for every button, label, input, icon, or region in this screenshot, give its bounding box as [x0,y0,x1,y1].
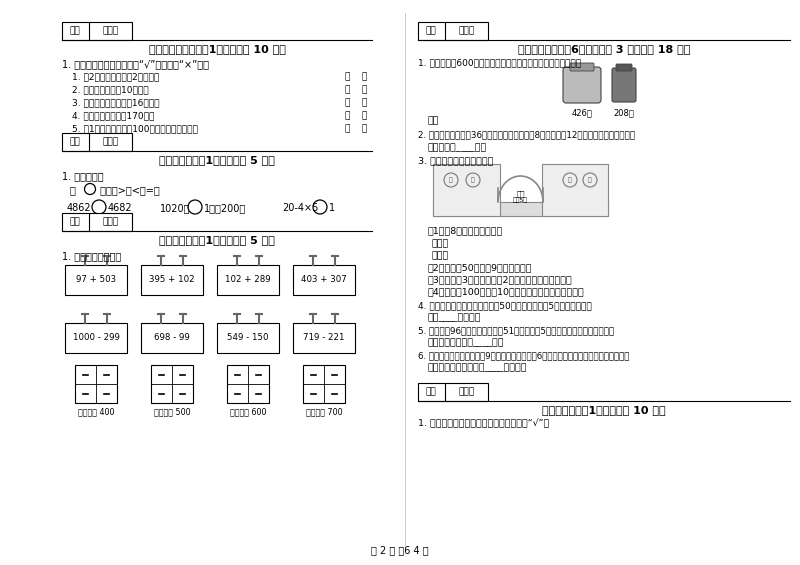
FancyBboxPatch shape [570,63,594,71]
FancyBboxPatch shape [433,202,608,216]
Text: （    ）: （ ） [345,124,367,133]
Text: 2. 一辆公共汽车里有36位乘客，到福州路下去8位，又上剨12位，这时车上有多少位？: 2. 一辆公共汽车里有36位乘客，到福州路下去8位，又上剨12位，这时车上有多少… [418,130,635,139]
FancyBboxPatch shape [141,265,203,295]
Text: 1. 过2点最多可以连成2条线段。: 1. 过2点最多可以连成2条线段。 [72,72,159,81]
FancyBboxPatch shape [62,133,132,151]
Text: 208元: 208元 [614,108,634,117]
FancyBboxPatch shape [418,383,488,401]
FancyBboxPatch shape [217,323,279,353]
Text: 1千克200克: 1千克200克 [204,203,246,213]
Text: 549 - 150: 549 - 150 [227,333,269,342]
Text: （4）小红拿100元，劙10张门票，还可以剩下多少錢？: （4）小红拿100元，劙10张门票，还可以剩下多少錢？ [428,287,585,296]
Text: 十、综合题（共1大题，共计 10 分）: 十、综合题（共1大题，共计 10 分） [542,405,666,415]
Text: 每径5元: 每径5元 [513,197,528,203]
Text: 票: 票 [588,177,592,183]
Text: 5. 长1米的木棒要比长100厘米的鐵丝短一些。: 5. 长1米的木棒要比长100厘米的鐵丝短一些。 [72,124,198,133]
Text: 403 + 307: 403 + 307 [301,276,347,285]
FancyBboxPatch shape [433,164,499,216]
Text: 答：我们全家一共摘了____个玉米。: 答：我们全家一共摘了____个玉米。 [428,363,527,372]
Text: 1. 辨一辨（对的在括号里打“√”，错的打“×”）。: 1. 辨一辨（对的在括号里打“√”，错的打“×”）。 [62,59,209,69]
FancyBboxPatch shape [616,64,632,71]
Text: 426元: 426元 [571,108,593,117]
Text: 得分: 得分 [426,388,437,397]
Text: 1. 下面哪些图形是轴对称图形？在口里面“√”。: 1. 下面哪些图形是轴对称图形？在口里面“√”。 [418,419,550,428]
Text: 加法：: 加法： [432,251,450,260]
Text: 七、连一连（共1大题，共计 5 分）: 七、连一连（共1大题，共计 5 分） [159,235,275,245]
Text: 1. 估一估，连一连。: 1. 估一估，连一连。 [62,251,122,261]
Text: 得分: 得分 [70,27,81,36]
Text: 1000 - 299: 1000 - 299 [73,333,119,342]
FancyBboxPatch shape [141,323,203,353]
Text: 6. 爸爸、妈妈和我分别摘了9个玉米，小弟弟摘了6个，问我们全家一共摘了多少个玉米？: 6. 爸爸、妈妈和我分别摘了9个玉米，小弟弟摘了6个，问我们全家一共摘了多少个玉… [418,351,630,360]
Text: 4682: 4682 [108,203,133,213]
Text: 得数接近 400: 得数接近 400 [78,407,114,416]
Text: （    ）: （ ） [345,111,367,120]
Text: 乘法：: 乘法： [432,239,450,248]
Text: 5. 一本书內96页，花花已经看完51页，剩下的5天看完，平均每天要看几页？: 5. 一本书內96页，花花已经看完51页，剩下的5天看完，平均每天要看几页？ [418,326,614,335]
FancyBboxPatch shape [293,265,355,295]
Text: （1）劘8张门票用多少元？: （1）劘8张门票用多少元？ [428,226,503,235]
Text: （    ）: （ ） [345,72,367,81]
Text: 得数大约 700: 得数大约 700 [306,407,342,416]
FancyBboxPatch shape [62,22,132,40]
Text: 1020克: 1020克 [160,203,190,213]
Text: 698 - 99: 698 - 99 [154,333,190,342]
FancyBboxPatch shape [227,365,269,403]
Text: 得数接近 600: 得数接近 600 [230,407,266,416]
FancyBboxPatch shape [151,365,193,403]
FancyBboxPatch shape [563,67,601,103]
FancyBboxPatch shape [542,164,608,216]
Text: 719 - 221: 719 - 221 [303,333,345,342]
Text: 在: 在 [70,185,79,195]
Text: 评卷人: 评卷人 [458,388,474,397]
Text: 评卷人: 评卷人 [102,137,118,146]
Text: 2. 一块橡皮擦的厕10厘米。: 2. 一块橡皮擦的厕10厘米。 [72,85,149,94]
FancyBboxPatch shape [65,323,127,353]
Text: 答：____天做完。: 答：____天做完。 [428,313,482,322]
FancyBboxPatch shape [62,213,132,231]
Text: 里填上>、<或=。: 里填上>、<或=。 [97,185,160,195]
Text: 评卷人: 评卷人 [458,27,474,36]
Text: 答：: 答： [428,116,439,125]
Text: 4. 一本应用题练习册，有应用顐50道，红红每天做5道，几天做完？: 4. 一本应用题练习册，有应用顐50道，红红每天做5道，几天做完？ [418,301,592,310]
FancyBboxPatch shape [612,68,636,102]
FancyBboxPatch shape [293,323,355,353]
Text: （    ）: （ ） [345,98,367,107]
Text: 偶: 偶 [471,177,475,183]
Text: 4862: 4862 [67,203,92,213]
Text: 第 2 页 兲6 4 页: 第 2 页 兲6 4 页 [371,545,429,555]
Text: （    ）: （ ） [345,85,367,94]
Text: （2）小莘拿50元，劙9张门票够吗？: （2）小莘拿50元，劙9张门票够吗？ [428,263,533,272]
Text: 评卷人: 评卷人 [102,218,118,227]
Text: 得数大约 500: 得数大约 500 [154,407,190,416]
FancyBboxPatch shape [418,22,488,40]
Text: 102 + 289: 102 + 289 [225,276,271,285]
Text: 八、解决问题（共6小题，每题 3 分，共计 18 分）: 八、解决问题（共6小题，每题 3 分，共计 18 分） [518,44,690,54]
Text: 395 + 102: 395 + 102 [149,276,195,285]
Text: 答：车上有____位。: 答：车上有____位。 [428,143,487,152]
Text: 1. 王阿姨带了600元，想买一个电饭锅和一个热水瓶，钱够吗？: 1. 王阿姨带了600元，想买一个电饭锅和一个热水瓶，钱够吗？ [418,58,581,67]
Text: 3. 星期日同学们去游乐园。: 3. 星期日同学们去游乐园。 [418,156,494,165]
Text: 97 + 503: 97 + 503 [76,276,116,285]
Text: 得分: 得分 [70,137,81,146]
Text: 1. 我会比较。: 1. 我会比较。 [62,171,104,181]
Text: 1: 1 [329,203,335,213]
Text: 得分: 得分 [70,218,81,227]
Text: 得分: 得分 [426,27,437,36]
FancyBboxPatch shape [75,365,117,403]
Text: 买: 买 [449,177,453,183]
Text: 20-4×5: 20-4×5 [282,203,318,213]
FancyBboxPatch shape [217,265,279,295]
Text: 3. 一枝自动水笔的长是16厘米。: 3. 一枝自动水笔的长是16厘米。 [72,98,159,107]
Text: 4. 小红爸爸的身高有170米。: 4. 小红爸爸的身高有170米。 [72,111,154,120]
Text: 偶: 偶 [568,177,572,183]
Text: 评卷人: 评卷人 [102,27,118,36]
Text: 门票: 门票 [516,191,525,197]
FancyBboxPatch shape [65,265,127,295]
Text: 答：平均每天要看____页。: 答：平均每天要看____页。 [428,338,505,347]
Text: 六、比一比（共1大题，共计 5 分）: 六、比一比（共1大题，共计 5 分） [159,155,275,165]
FancyBboxPatch shape [303,365,345,403]
Text: 五、判断对与错（共1大题，共计 10 分）: 五、判断对与错（共1大题，共计 10 分） [149,44,286,54]
Text: （3）小红了3张门票，还刴2元錢，小红带了多少錢？: （3）小红了3张门票，还刴2元錢，小红带了多少錢？ [428,275,573,284]
